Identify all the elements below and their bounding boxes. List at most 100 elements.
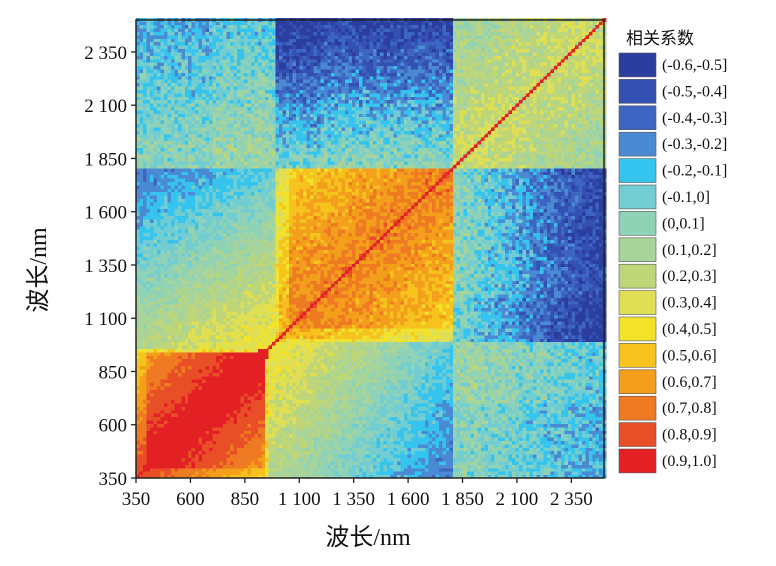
heatmap-cell	[261, 161, 265, 165]
heatmap-cell	[150, 181, 154, 185]
heatmap-cell	[195, 216, 199, 220]
heatmap-cell	[209, 233, 213, 237]
heatmap-cell	[258, 164, 262, 168]
heatmap-cell	[254, 441, 258, 445]
heatmap-cell	[164, 250, 168, 254]
heatmap-cell	[206, 239, 210, 243]
heatmap-cell	[167, 192, 171, 196]
heatmap-cell	[244, 216, 248, 220]
heatmap-cell	[181, 89, 185, 93]
heatmap-cell	[150, 359, 154, 363]
heatmap-cell	[139, 137, 143, 141]
heatmap-cell	[223, 461, 227, 465]
heatmap-cell	[240, 434, 244, 438]
heatmap-cell	[181, 175, 185, 179]
heatmap-cell	[178, 328, 182, 332]
heatmap-cell	[216, 270, 220, 274]
heatmap-cell	[227, 233, 231, 237]
heatmap-cell	[157, 352, 161, 356]
heatmap-cell	[178, 417, 182, 421]
heatmap-cell	[251, 348, 255, 352]
heatmap-cell	[157, 447, 161, 451]
heatmap-cell	[209, 260, 213, 264]
heatmap-cell	[139, 376, 143, 380]
heatmap-cell	[213, 250, 217, 254]
heatmap-cell	[139, 246, 143, 250]
heatmap-cell	[150, 185, 154, 189]
heatmap-cell	[220, 86, 224, 90]
heatmap-cell	[157, 406, 161, 410]
heatmap-cell	[223, 25, 227, 29]
heatmap-cell	[213, 113, 217, 117]
heatmap-cell	[188, 79, 192, 83]
heatmap-cell	[261, 69, 265, 73]
heatmap-cell	[202, 441, 206, 445]
heatmap-cell	[237, 164, 241, 168]
heatmap-cell	[192, 270, 196, 274]
heatmap-cell	[237, 21, 241, 25]
heatmap-cell	[261, 83, 265, 87]
heatmap-cell	[195, 396, 199, 400]
heatmap-cell	[181, 369, 185, 373]
heatmap-cell	[181, 379, 185, 383]
heatmap-cell	[202, 62, 206, 66]
heatmap-cell	[251, 76, 255, 80]
heatmap-cell	[261, 32, 265, 36]
heatmap-cell	[206, 393, 210, 397]
heatmap-cell	[143, 423, 147, 427]
heatmap-cell	[202, 113, 206, 117]
heatmap-cell	[146, 284, 150, 288]
heatmap-cell	[157, 314, 161, 318]
heatmap-cell	[160, 427, 164, 431]
heatmap-cell	[247, 124, 251, 128]
heatmap-cell	[247, 144, 251, 148]
heatmap-cell	[185, 454, 189, 458]
heatmap-cell	[209, 471, 213, 475]
heatmap-cell	[230, 178, 234, 182]
heatmap-cell	[174, 284, 178, 288]
heatmap-cell	[143, 236, 147, 240]
heatmap-cell	[244, 188, 248, 192]
heatmap-cell	[164, 328, 168, 332]
heatmap-cell	[237, 451, 241, 455]
heatmap-cell	[237, 396, 241, 400]
heatmap-cell	[143, 253, 147, 257]
heatmap-cell	[139, 134, 143, 138]
heatmap-cell	[174, 127, 178, 131]
heatmap-cell	[251, 318, 255, 322]
heatmap-cell	[258, 287, 262, 291]
heatmap-cell	[227, 260, 231, 264]
heatmap-cell	[181, 79, 185, 83]
heatmap-cell	[195, 199, 199, 203]
heatmap-cell	[150, 376, 154, 380]
heatmap-cell	[157, 413, 161, 417]
heatmap-cell	[146, 181, 150, 185]
heatmap-cell	[199, 144, 203, 148]
heatmap-cell	[181, 447, 185, 451]
heatmap-cell	[167, 158, 171, 162]
heatmap-cell	[185, 151, 189, 155]
heatmap-cell	[213, 192, 217, 196]
heatmap-cell	[153, 464, 157, 468]
heatmap-cell	[237, 260, 241, 264]
heatmap-cell	[202, 427, 206, 431]
heatmap-cell	[223, 137, 227, 141]
heatmap-cell	[244, 447, 248, 451]
heatmap-cell	[247, 96, 251, 100]
heatmap-cell	[244, 362, 248, 366]
heatmap-cell	[181, 250, 185, 254]
heatmap-cell	[216, 25, 220, 29]
heatmap-cell	[150, 454, 154, 458]
heatmap-cell	[244, 321, 248, 325]
heatmap-cell	[146, 69, 150, 73]
heatmap-cell	[247, 28, 251, 32]
heatmap-cell	[209, 154, 213, 158]
heatmap-cell	[181, 386, 185, 390]
heatmap-cell	[213, 393, 217, 397]
heatmap-cell	[216, 52, 220, 56]
heatmap-cell	[216, 471, 220, 475]
heatmap-cell	[254, 141, 258, 145]
heatmap-cell	[227, 277, 231, 281]
heatmap-cell	[206, 59, 210, 63]
heatmap-cell	[206, 342, 210, 346]
